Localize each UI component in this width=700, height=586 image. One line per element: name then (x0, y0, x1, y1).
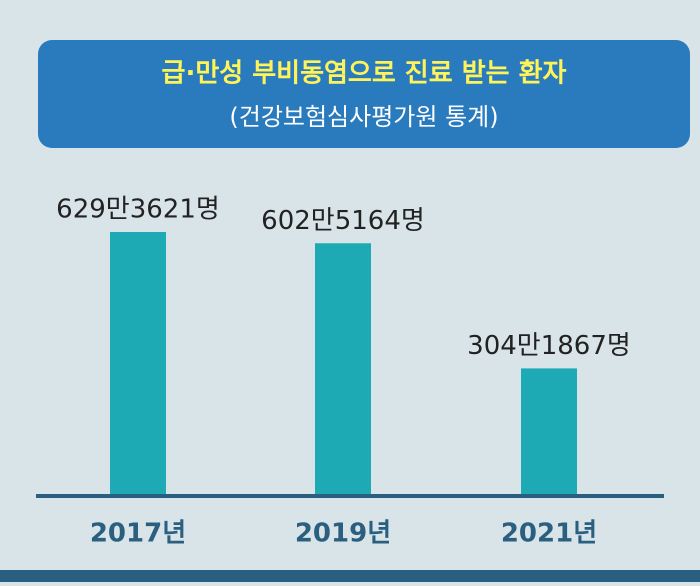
bar (315, 243, 371, 496)
title-box (38, 40, 690, 148)
x-tick-label: 2021년 (501, 519, 597, 549)
bar (521, 368, 577, 496)
value-label: 629만3621명 (56, 195, 220, 225)
x-tick-label: 2019년 (295, 519, 391, 549)
bar (110, 232, 166, 496)
bottom-strip (0, 570, 700, 582)
chart-subtitle: (건강보험심사평가원 통계) (229, 103, 498, 131)
value-label: 304만1867명 (467, 331, 631, 361)
value-label: 602만5164명 (261, 206, 425, 236)
x-tick-label: 2017년 (90, 519, 186, 549)
chart-title: 급·만성 부비동염으로 진료 받는 환자 (162, 59, 567, 89)
